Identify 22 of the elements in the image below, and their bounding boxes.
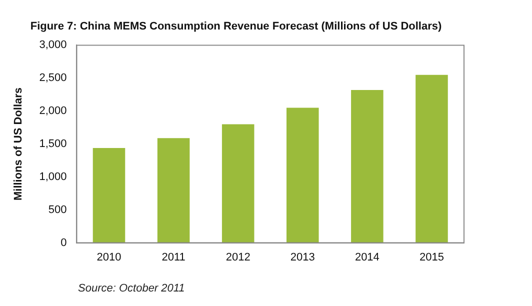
bar <box>416 74 448 243</box>
y-tick-label: 3,000 <box>39 39 67 52</box>
source-note: Source: October 2011 <box>78 282 185 295</box>
x-tick-label: 2012 <box>226 251 250 264</box>
y-axis-title: Millions of US Dollars <box>12 87 25 201</box>
x-tick-label: 2013 <box>290 251 315 264</box>
x-tick-label: 2010 <box>96 251 122 264</box>
bar <box>92 148 126 243</box>
x-tick-label: 2011 <box>162 251 186 264</box>
y-tick-label: 1,000 <box>39 170 67 183</box>
y-tick-label: 2,000 <box>39 105 67 118</box>
bar <box>351 90 384 243</box>
bar <box>286 108 319 243</box>
y-tick-label: 500 <box>48 204 67 216</box>
y-tick-label: 2,500 <box>39 72 67 84</box>
bar <box>157 138 190 243</box>
x-tick-label: 2015 <box>419 251 444 264</box>
y-tick-label: 0 <box>60 236 67 249</box>
x-tick-label: 2014 <box>354 251 380 264</box>
chart-title: Figure 7: China MEMS Consumption Revenue Forecast (Millions of US Dollars) <box>30 20 442 33</box>
y-tick-label: 1,500 <box>39 138 67 150</box>
bar <box>222 124 254 243</box>
